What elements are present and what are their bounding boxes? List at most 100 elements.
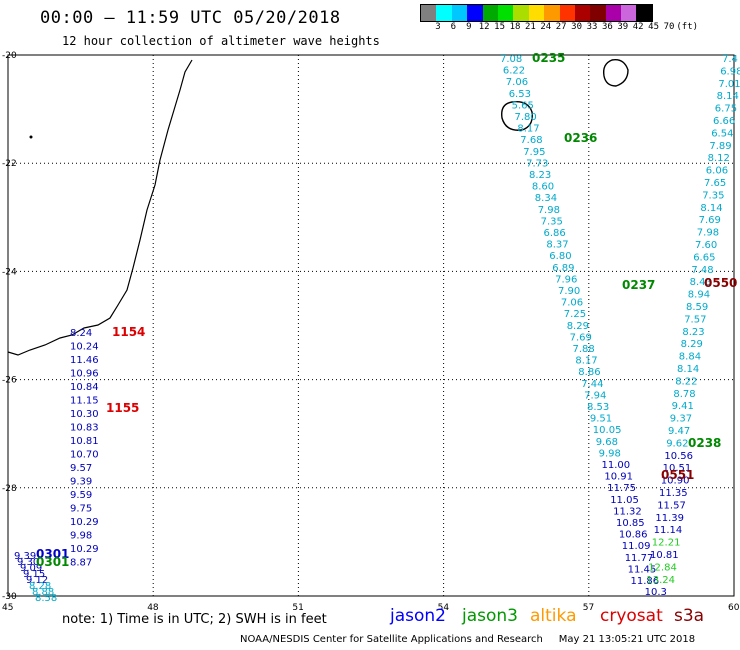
wave-height-value: 8.37 [546,240,568,251]
longitude-tick-label: 48 [147,603,159,613]
wave-height-value: 8.60 [532,182,554,193]
latitude-tick-label: -20 [2,51,17,61]
pass-time-label: 0551 [661,468,694,482]
wave-height-value: 7.89 [709,141,731,152]
wave-height-value: 10.90 [661,476,690,487]
wave-height-value: 9.68 [596,437,618,448]
color-scale-label: (ft) [676,22,699,32]
sat-legend-s3a: s3a [674,606,705,626]
wave-height-value: 11.75 [607,483,636,494]
color-swatch [559,5,575,21]
wave-height-value: 6.98 [720,66,740,77]
wave-height-value: 7.90 [558,286,580,297]
color-swatch [528,5,545,21]
wave-height-value: 8.14 [717,91,739,102]
wave-height-value: 13.24 [646,575,675,586]
wave-height-value: 10.81 [70,436,99,447]
pass-time-label: 0550 [704,276,737,290]
wave-height-value: 7.69 [699,215,721,226]
color-swatch [621,5,637,21]
color-scale-label: 9 [466,22,472,32]
sat-legend-cryosat: cryosat [600,606,663,626]
color-scale-label: 42 [632,22,644,32]
wave-height-value: 7.69 [570,332,592,343]
wave-height-value: 9.37 [670,414,692,425]
wave-height-value: 6.22 [503,66,525,77]
map-subtitle: 12 hour collection of altimeter wave hei… [62,34,380,48]
wave-height-value: 11.14 [654,525,683,536]
wave-height-value: 12.84 [648,562,677,573]
color-scale-label: 33 [586,22,598,32]
wave-height-value: 11.00 [602,460,631,471]
color-swatch [574,5,591,21]
madagascar-coastline [7,59,193,356]
pass-time-label: 1154 [112,325,145,339]
latitude-tick-label: -22 [2,159,17,169]
wave-height-value: 7.06 [506,77,528,88]
wave-height-value: 7.73 [526,158,548,169]
wave-height-value: 8.88 [32,587,54,598]
wave-height-value: 7.01 [718,79,740,90]
longitude-tick-label: 51 [292,603,303,613]
color-scale-label: 6 [450,22,457,32]
wave-height-value: 11.09 [622,541,651,552]
color-scale-label: 12 [478,22,490,32]
color-scale-label: 36 [601,22,613,32]
wave-height-value: 9.39 [70,477,92,488]
wave-height-value: 8.28 [29,581,51,592]
color-scale-label: 24 [540,22,552,32]
color-scale-bar [420,4,653,22]
wave-height-value: 10.86 [619,530,648,541]
timestamp-text: May 21 13:05:21 UTC 2018 [558,634,696,645]
color-swatch [467,5,483,21]
wave-height-value: 8.94 [688,290,710,301]
wave-height-value: 8.24 [70,328,92,339]
wave-height-value: 6.06 [706,166,728,177]
wave-height-value: 10.30 [70,409,99,420]
wave-height-value: 8.14 [677,364,699,375]
color-swatch [544,5,560,21]
reunion-coastline [501,101,533,131]
pass-time-label: 0237 [622,278,655,292]
wave-height-value: 12.21 [652,538,681,549]
wave-height-value: 8.59 [686,302,708,313]
wave-height-value: 10.51 [663,463,692,474]
wave-height-value: 8.84 [679,352,701,363]
wave-height-value: 10.96 [70,369,99,380]
wave-height-value: 9.41 [672,401,694,412]
color-scale-label: 27 [555,22,567,32]
color-swatch [421,5,437,21]
wave-height-value: 7.35 [702,190,724,201]
wave-height-value: 8.87 [70,558,92,569]
wave-height-value: 8.29 [567,321,589,332]
color-scale-label: 70 [663,22,675,32]
wave-height-value: 11.15 [70,396,99,407]
wave-height-value: 7.65 [704,178,726,189]
wave-height-value: 7.57 [684,314,706,325]
sat-legend-jason3: jason3 [462,606,518,626]
wave-height-value: 7.48 [691,265,713,276]
wave-height-value: 5.65 [512,100,534,111]
latitude-tick-label: -24 [2,267,17,277]
map-frame [7,54,735,597]
wave-height-value: 6.75 [715,104,737,115]
color-swatch [482,5,498,21]
wave-height-value: 8.29 [681,339,703,350]
wave-height-value: 8.53 [587,402,609,413]
wave-height-value: 7.94 [584,390,606,401]
wave-height-value: 7.88 [573,344,595,355]
wave-height-value: 6.89 [552,263,574,274]
wave-height-value: 11.32 [613,506,642,517]
wave-height-value: 8.78 [673,389,695,400]
color-swatch [436,5,452,21]
wave-height-value: 11.35 [659,488,688,499]
wave-height-value: 6.66 [713,116,735,127]
wave-height-value: 8.14 [700,203,722,214]
wave-height-value: 8.58 [35,593,57,604]
wave-height-value: 9.75 [70,504,92,515]
wave-height-value: 7.25 [564,309,586,320]
wave-height-value: 7.4 [722,54,738,65]
wave-height-value: 10.24 [70,342,99,353]
wave-height-value: 9.09 [20,563,42,574]
